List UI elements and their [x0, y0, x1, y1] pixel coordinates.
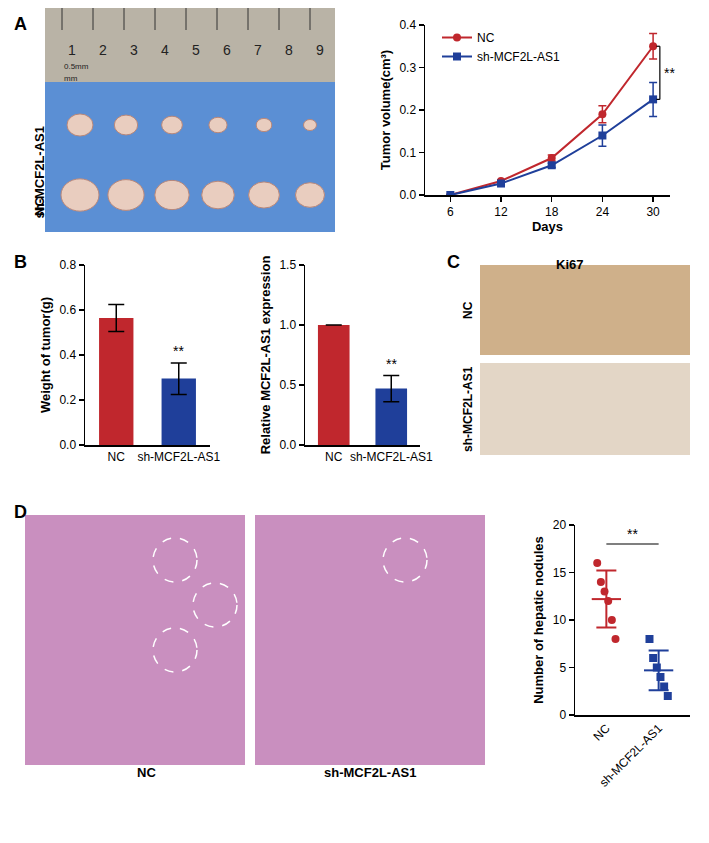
svg-text:D: D: [14, 502, 27, 522]
svg-text:0.4: 0.4: [399, 18, 416, 32]
svg-text:mm: mm: [64, 74, 78, 83]
svg-text:NC: NC: [137, 765, 156, 780]
svg-text:Ki67: Ki67: [556, 257, 583, 272]
svg-text:5: 5: [192, 42, 200, 58]
svg-text:0.3: 0.3: [399, 61, 416, 75]
svg-text:NC: NC: [477, 31, 495, 45]
svg-text:18: 18: [545, 205, 559, 219]
svg-text:Weight of tumor(g): Weight of tumor(g): [38, 297, 53, 413]
svg-text:24: 24: [596, 205, 610, 219]
svg-text:NC: NC: [461, 301, 475, 319]
svg-text:0.4: 0.4: [59, 348, 76, 362]
svg-text:**: **: [664, 65, 675, 81]
svg-text:0.5mm: 0.5mm: [64, 62, 89, 71]
svg-text:NC: NC: [32, 197, 47, 216]
svg-text:0: 0: [559, 708, 566, 722]
svg-text:sh-MCF2L-AS1: sh-MCF2L-AS1: [137, 450, 220, 464]
svg-text:0.8: 0.8: [59, 258, 76, 272]
svg-text:Relative MCF2L-AS1 expression: Relative MCF2L-AS1 expression: [258, 256, 273, 455]
svg-text:15: 15: [553, 566, 567, 580]
svg-text:Tumor volume(cm³): Tumor volume(cm³): [378, 50, 393, 170]
svg-text:0.5: 0.5: [279, 378, 296, 392]
svg-text:0.0: 0.0: [399, 188, 416, 202]
svg-text:A: A: [14, 14, 27, 34]
svg-text:C: C: [447, 252, 460, 272]
svg-text:5: 5: [559, 661, 566, 675]
svg-text:6: 6: [447, 205, 454, 219]
svg-text:1: 1: [68, 42, 76, 58]
svg-text:**: **: [386, 356, 397, 372]
svg-text:0.0: 0.0: [279, 438, 296, 452]
svg-text:4: 4: [161, 42, 169, 58]
svg-text:1.0: 1.0: [279, 318, 296, 332]
svg-text:NC: NC: [108, 450, 126, 464]
svg-text:30: 30: [646, 205, 660, 219]
svg-text:0.6: 0.6: [59, 303, 76, 317]
svg-text:9: 9: [316, 42, 324, 58]
svg-text:0.2: 0.2: [399, 103, 416, 117]
svg-text:6: 6: [223, 42, 231, 58]
svg-text:0.2: 0.2: [59, 393, 76, 407]
svg-text:**: **: [627, 526, 638, 542]
svg-text:2: 2: [99, 42, 107, 58]
svg-text:sh-MCF2L-AS1: sh-MCF2L-AS1: [477, 50, 560, 64]
svg-text:sh-MCF2L-AS1: sh-MCF2L-AS1: [350, 450, 433, 464]
svg-text:0.0: 0.0: [59, 438, 76, 452]
svg-text:NC: NC: [591, 721, 613, 743]
svg-text:1.5: 1.5: [279, 258, 296, 272]
svg-text:sh-MCF2L-AS1: sh-MCF2L-AS1: [324, 765, 416, 780]
svg-text:0.1: 0.1: [399, 146, 416, 160]
svg-text:Days: Days: [532, 219, 563, 234]
svg-text:B: B: [14, 252, 27, 272]
svg-text:7: 7: [254, 42, 262, 58]
svg-text:**: **: [173, 343, 184, 359]
svg-text:3: 3: [130, 42, 138, 58]
svg-text:8: 8: [285, 42, 293, 58]
svg-text:NC: NC: [325, 450, 343, 464]
svg-text:12: 12: [494, 205, 508, 219]
svg-text:sh-MCF2L-AS1: sh-MCF2L-AS1: [597, 721, 666, 790]
svg-text:sh-MCF2L-AS1: sh-MCF2L-AS1: [32, 126, 47, 218]
svg-text:Number of hepatic nodules: Number of hepatic nodules: [531, 536, 546, 704]
svg-text:10: 10: [553, 613, 567, 627]
svg-text:20: 20: [553, 518, 567, 532]
svg-text:sh-MCF2L-AS1: sh-MCF2L-AS1: [461, 366, 475, 452]
